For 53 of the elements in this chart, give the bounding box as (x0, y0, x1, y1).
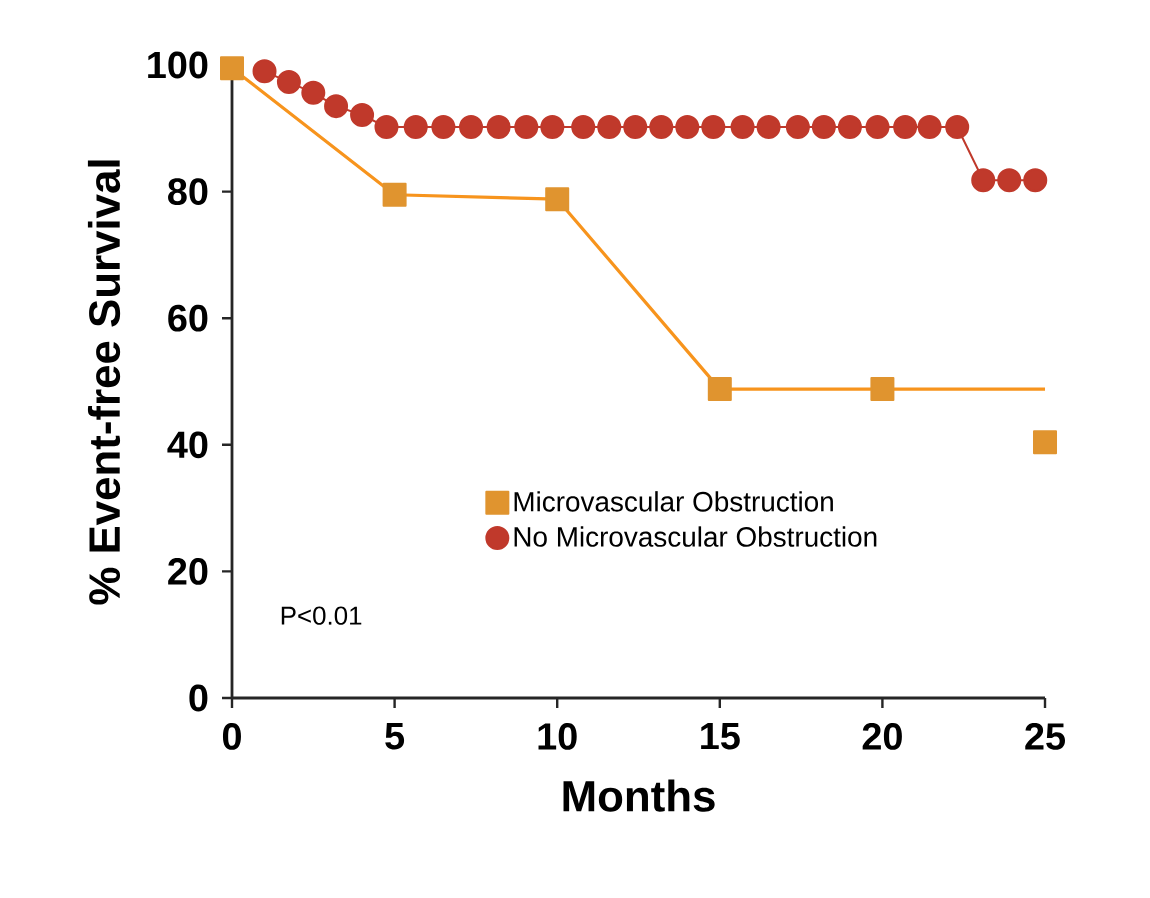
x-tick-label: 0 (222, 723, 241, 750)
point (514, 115, 539, 140)
point (971, 168, 996, 193)
y-tick-label: 80 (168, 178, 208, 205)
point (870, 377, 895, 402)
point (252, 59, 277, 84)
point (785, 115, 810, 140)
point (623, 115, 648, 140)
x-tick-label: 10 (538, 723, 577, 750)
point (756, 115, 781, 140)
point (917, 115, 942, 140)
point (865, 115, 890, 140)
y-tick-label: 40 (167, 431, 208, 459)
point (486, 115, 511, 140)
point (837, 115, 862, 140)
point (540, 115, 565, 140)
point (403, 115, 428, 140)
point (350, 103, 375, 127)
point (945, 115, 970, 140)
point (649, 115, 674, 140)
x-tick-label: 25 (1025, 723, 1066, 750)
point (730, 115, 755, 140)
point (374, 115, 399, 140)
point (997, 168, 1022, 193)
y-tick-label: 100 (148, 51, 208, 79)
y-tick-label: 0 (189, 684, 208, 712)
point (301, 80, 326, 105)
x-tick-label: 5 (385, 723, 405, 750)
annotation: P<0.01 (281, 606, 362, 625)
legend-label: No Microvascular Obstruction (514, 526, 877, 547)
point (811, 115, 836, 140)
y-tick-label: 60 (168, 304, 208, 332)
x-tick-label: 15 (701, 723, 740, 750)
point (545, 187, 570, 212)
point (431, 115, 456, 140)
point (893, 115, 918, 140)
point (571, 115, 596, 140)
point (675, 115, 700, 140)
x-axis-title: Months (563, 779, 715, 812)
point (276, 70, 301, 95)
y-tick-label: 20 (168, 557, 208, 585)
point (707, 377, 732, 402)
y-axis-title: % Event-free Survival (87, 160, 121, 605)
point (597, 115, 622, 140)
point (701, 115, 726, 140)
point (382, 182, 407, 207)
legend-label: Microvascular Obstruction (514, 491, 833, 512)
point (324, 94, 349, 119)
point (1023, 168, 1048, 193)
point (459, 115, 484, 140)
point (1033, 430, 1058, 455)
point (220, 56, 244, 81)
x-tick-label: 20 (862, 723, 902, 750)
